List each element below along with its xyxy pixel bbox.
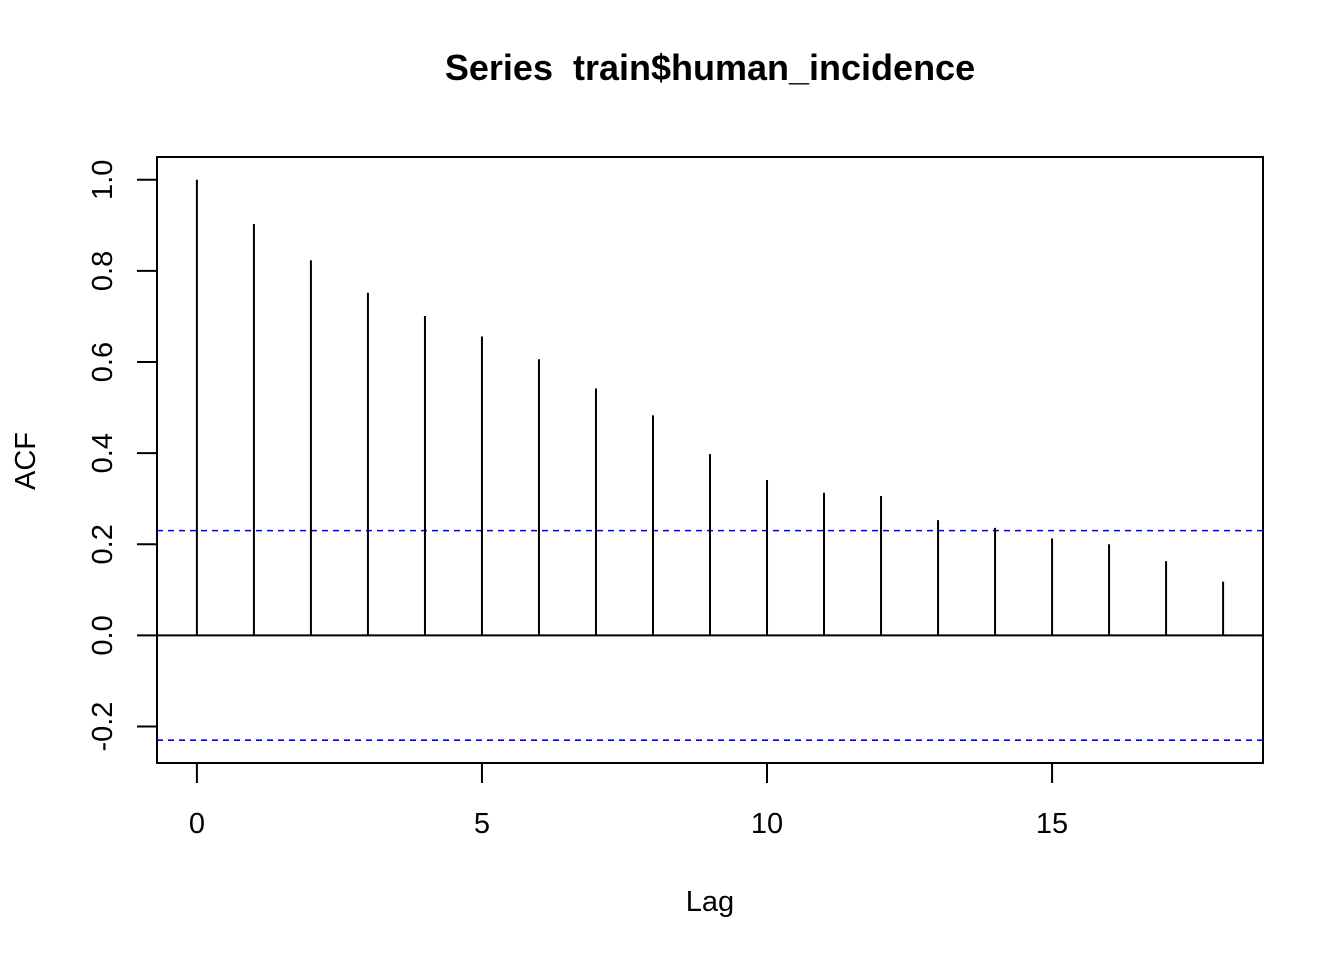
- y-tick-label: 0.2: [87, 524, 119, 564]
- x-axis-label: Lag: [686, 886, 734, 918]
- plot-area: 0 5 10 15 -0.2 0.0 0.2 0.4 0.6 0.8 1.0: [87, 156, 1264, 840]
- chart-title: Series train$human_incidence: [445, 47, 975, 88]
- y-tick-label: 0.0: [87, 615, 119, 655]
- y-tick-label: 0.8: [87, 251, 119, 291]
- y-tick-label: 0.6: [87, 342, 119, 382]
- y-axis-label: ACF: [10, 432, 42, 490]
- x-tick-label: 5: [474, 808, 490, 840]
- x-tick-label: 0: [189, 808, 205, 840]
- x-tick-label: 10: [751, 808, 783, 840]
- y-tick-label: 0.4: [87, 433, 119, 473]
- y-tick-label: -0.2: [87, 702, 119, 752]
- y-tick-label: 1.0: [87, 160, 119, 200]
- x-tick-label: 15: [1036, 808, 1068, 840]
